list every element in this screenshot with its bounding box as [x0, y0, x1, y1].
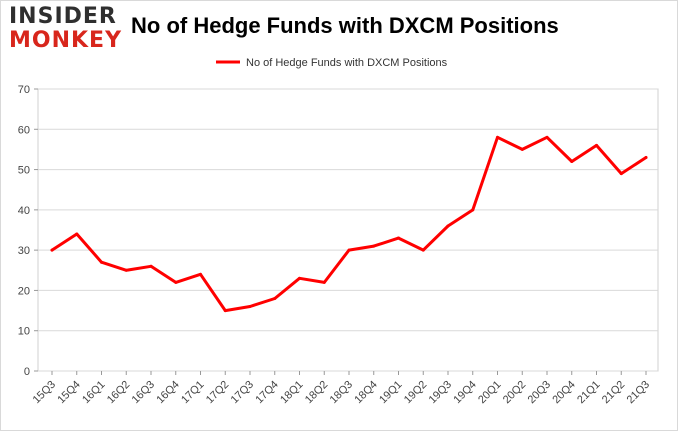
x-tick-label: 20Q3 — [526, 379, 554, 407]
x-tick-label: 21Q1 — [575, 379, 603, 407]
x-tick-label: 17Q1 — [179, 379, 207, 407]
x-tick-label: 18Q2 — [303, 379, 331, 407]
x-tick-label: 16Q3 — [130, 379, 158, 407]
data-point — [199, 272, 202, 276]
x-tick-label: 19Q3 — [427, 379, 455, 407]
x-tick-label: 17Q3 — [229, 379, 257, 407]
y-tick-label: 60 — [18, 124, 30, 136]
data-point — [372, 244, 376, 248]
insider-monkey-logo: INSIDER MONKEY — [9, 5, 129, 55]
x-tick-label: 19Q4 — [451, 379, 479, 407]
x-tick-label: 21Q3 — [625, 379, 653, 407]
x-tick-label: 19Q1 — [377, 379, 405, 407]
y-tick-label: 70 — [18, 84, 30, 96]
x-tick-label: 16Q2 — [105, 379, 133, 407]
data-point — [75, 232, 79, 236]
x-tick-label: 17Q4 — [253, 379, 281, 407]
data-point — [520, 147, 524, 151]
x-tick-label: 20Q2 — [501, 379, 529, 407]
x-tick-label: 16Q1 — [80, 379, 108, 407]
data-point — [100, 260, 103, 264]
data-point — [595, 143, 598, 147]
data-point — [496, 135, 499, 139]
data-point — [174, 280, 178, 284]
data-point — [471, 208, 475, 212]
data-point — [298, 276, 301, 280]
x-tick-label: 20Q4 — [550, 379, 578, 407]
x-tick-label: 17Q2 — [204, 379, 232, 407]
data-point — [397, 236, 400, 240]
x-tick-label: 21Q2 — [600, 379, 628, 407]
y-tick-label: 30 — [18, 245, 30, 257]
x-tick-label: 15Q3 — [31, 379, 59, 407]
data-point — [248, 305, 252, 309]
x-tick-label: 20Q1 — [476, 379, 504, 407]
data-point — [149, 264, 153, 268]
x-tick-label: 18Q1 — [278, 379, 306, 407]
logo-text-bottom: MONKEY — [9, 28, 123, 53]
data-point — [273, 296, 277, 300]
logo-text-top: INSIDER — [9, 4, 117, 29]
data-point — [545, 135, 549, 139]
x-tick-label: 19Q2 — [402, 379, 430, 407]
legend-label: No of Hedge Funds with DXCM Positions — [246, 57, 448, 69]
series-line — [50, 135, 648, 313]
data-point — [124, 268, 128, 272]
data-point — [322, 280, 326, 284]
y-tick-label: 40 — [18, 205, 30, 217]
x-tick-label: 18Q3 — [328, 379, 356, 407]
data-point — [50, 248, 54, 252]
y-tick-label: 50 — [18, 165, 30, 177]
y-tick-label: 10 — [18, 326, 30, 338]
data-point — [644, 155, 648, 159]
data-point — [223, 309, 227, 313]
data-point — [619, 172, 623, 176]
data-point — [446, 224, 450, 228]
x-tick-label: 16Q4 — [154, 379, 182, 407]
data-point — [421, 248, 425, 252]
data-point — [347, 248, 351, 252]
x-tick-label: 15Q4 — [55, 379, 83, 407]
y-tick-label: 0 — [24, 366, 30, 378]
chart-title: No of Hedge Funds with DXCM Positions — [131, 13, 559, 38]
data-point — [570, 160, 574, 164]
plot-area — [37, 88, 659, 372]
x-tick-label: 18Q4 — [352, 379, 380, 407]
y-tick-label: 20 — [18, 285, 30, 297]
